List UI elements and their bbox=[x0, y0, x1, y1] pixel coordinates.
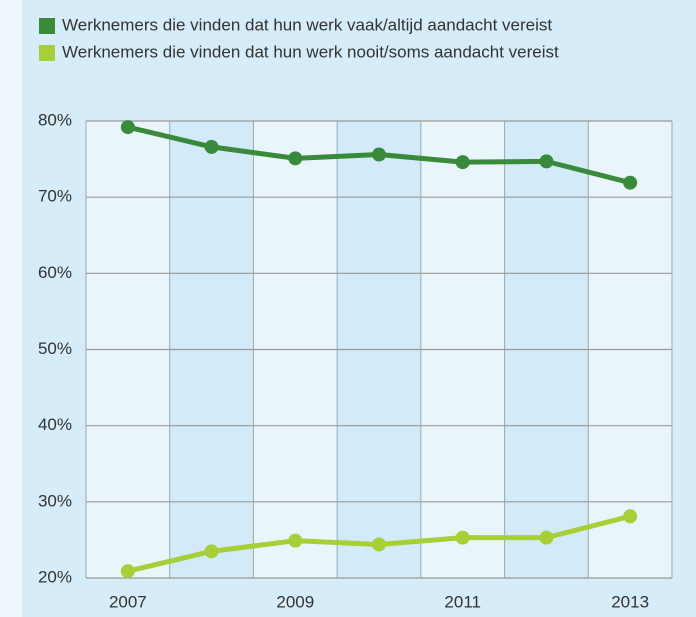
point bbox=[539, 530, 554, 545]
y-tick-label: 80% bbox=[38, 110, 72, 129]
y-tick-label: 60% bbox=[38, 263, 72, 282]
point bbox=[455, 155, 470, 170]
point bbox=[288, 151, 303, 166]
point bbox=[623, 175, 638, 190]
legend-swatch bbox=[39, 18, 55, 34]
legend-swatch bbox=[39, 45, 55, 61]
y-tick-label: 70% bbox=[38, 187, 72, 206]
point bbox=[204, 139, 219, 154]
y-tick-label: 30% bbox=[38, 491, 72, 510]
point bbox=[120, 120, 135, 135]
point bbox=[455, 530, 470, 545]
y-tick-label: 40% bbox=[38, 415, 72, 434]
y-tick-label: 20% bbox=[38, 567, 72, 586]
point bbox=[623, 509, 638, 524]
point bbox=[204, 544, 219, 559]
x-tick-label: 2007 bbox=[109, 592, 147, 611]
legend-label: Werknemers die vinden dat hun werk vaak/… bbox=[62, 15, 552, 34]
point bbox=[372, 147, 386, 162]
point bbox=[120, 564, 135, 579]
point bbox=[539, 154, 554, 169]
x-tick-label: 2013 bbox=[611, 592, 649, 611]
point bbox=[372, 537, 386, 552]
x-tick-label: 2011 bbox=[444, 592, 481, 611]
y-tick-label: 50% bbox=[38, 339, 72, 358]
x-tick-label: 2009 bbox=[276, 592, 314, 611]
legend-label: Werknemers die vinden dat hun werk nooit… bbox=[62, 42, 559, 61]
point bbox=[288, 533, 303, 548]
